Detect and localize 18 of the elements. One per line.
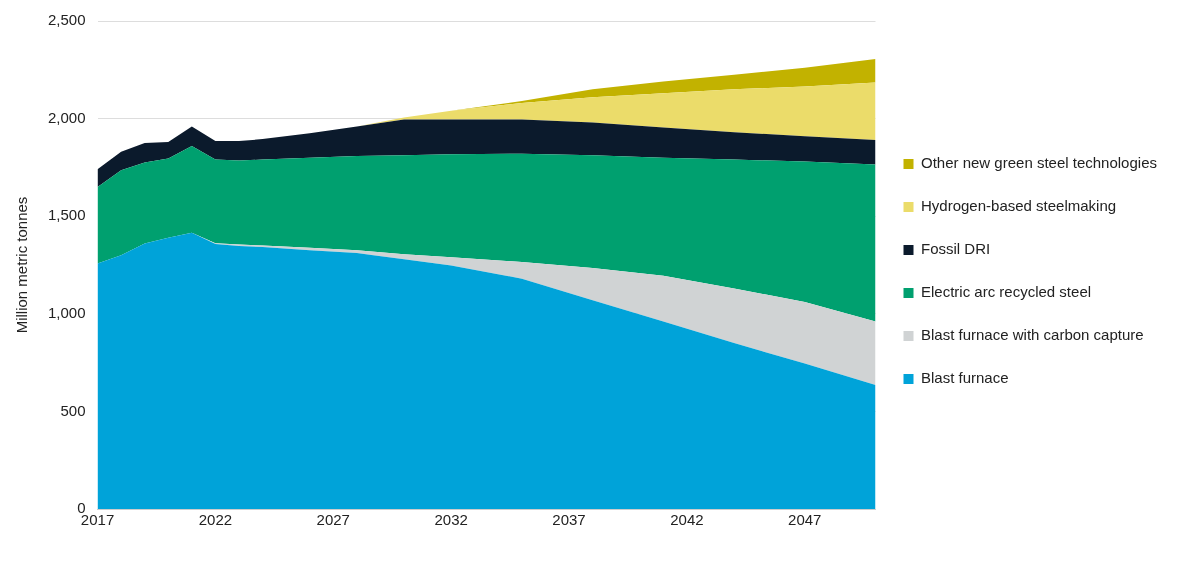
x-tick-label: 2032 — [434, 511, 468, 529]
y-axis-title: Million metric tonnes — [13, 196, 31, 334]
x-tick-label: 2042 — [670, 511, 704, 529]
legend-label: Blast furnace with carbon capture — [921, 326, 1144, 344]
legend-label: Blast furnace — [921, 369, 1009, 387]
legend-label: Fossil DRI — [921, 240, 991, 258]
y-tick-label: 1,500 — [47, 206, 86, 224]
y-tick-label: 2,000 — [47, 108, 86, 126]
legend-label: Hydrogen-based steelmaking — [921, 197, 1117, 215]
x-tick-label: 2022 — [198, 511, 233, 529]
x-tick-label: 2037 — [552, 511, 586, 529]
y-tick-label: 500 — [60, 401, 86, 419]
legend-label: Other new green steel technologies — [921, 154, 1157, 172]
y-tick-label: 1,000 — [47, 303, 86, 321]
x-tick-label: 2027 — [316, 511, 350, 529]
x-tick-label: 2047 — [788, 511, 822, 529]
y-tick-label: 2,500 — [47, 11, 86, 29]
legend-label: Electric arc recycled steel — [921, 283, 1092, 301]
